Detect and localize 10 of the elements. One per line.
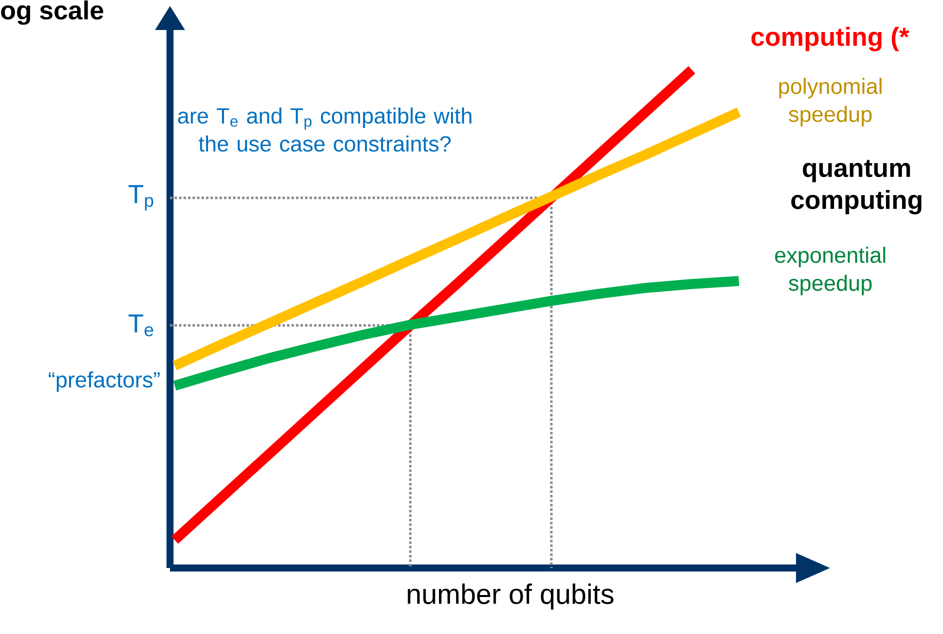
series-label: exponential speedup <box>775 246 886 296</box>
ref-line-label: T$_{e}$ <box>128 314 154 336</box>
annotation: quantum computing <box>791 160 922 214</box>
ref-line-label: T$_{p}$ <box>128 185 154 211</box>
annotation: are T$_{e}$ and T$_{p}$ compatible with the use case constraints? <box>178 108 472 152</box>
series-label: polynomial speedup <box>779 78 882 126</box>
text: “prefactors” <box>48 371 160 392</box>
y-axis-title: og scale <box>1 0 104 25</box>
x-axis-title: number of qubits <box>408 584 614 610</box>
text: computing (* <box>751 26 910 52</box>
